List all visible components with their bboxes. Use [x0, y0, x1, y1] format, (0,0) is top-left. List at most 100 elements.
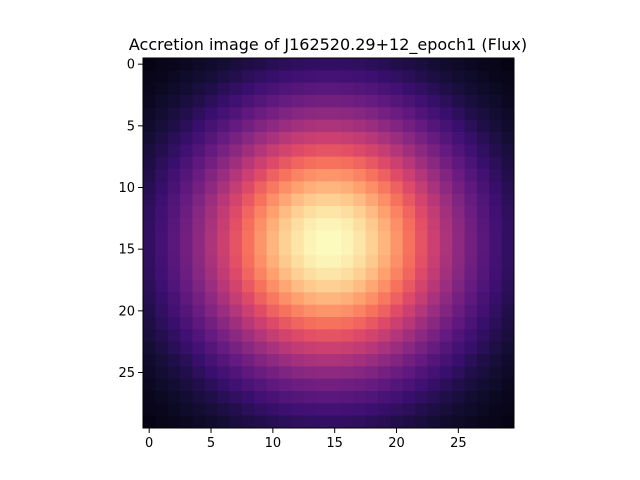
heatmap-cell [402, 144, 416, 158]
heatmap-cell [452, 230, 465, 244]
heatmap-cell [402, 181, 416, 195]
heatmap-cell [415, 193, 428, 207]
heatmap-cell [266, 317, 280, 330]
heatmap-cell [340, 193, 354, 207]
heatmap-cell [439, 181, 453, 195]
heatmap-cell [464, 107, 478, 121]
heatmap-cell [476, 156, 490, 170]
heatmap-cell [229, 403, 243, 417]
heatmap-cell [155, 144, 169, 158]
heatmap-cell [303, 95, 317, 108]
heatmap-cell [316, 119, 329, 133]
heatmap-cell [143, 169, 156, 182]
heatmap-cell [167, 230, 181, 244]
heatmap-cell [489, 329, 503, 343]
heatmap-cell [266, 169, 280, 182]
heatmap-cell [192, 206, 206, 219]
heatmap-cell [415, 206, 428, 219]
heatmap-cell [254, 70, 268, 84]
heatmap-cell [402, 169, 416, 182]
heatmap-cell [390, 329, 404, 343]
heatmap-cell [427, 267, 441, 281]
heatmap-cell [415, 354, 428, 367]
heatmap-cell [316, 255, 329, 269]
heatmap-cell [180, 218, 193, 232]
heatmap-cell [266, 354, 280, 367]
heatmap-cell [501, 366, 515, 380]
heatmap-cell [402, 82, 416, 96]
heatmap-cell [427, 181, 441, 195]
heatmap-cell [340, 218, 354, 232]
heatmap-cell [365, 181, 379, 195]
heatmap-cell [340, 378, 354, 392]
heatmap-cell [303, 378, 317, 392]
heatmap-cell [180, 378, 193, 392]
heatmap-cell [143, 218, 156, 232]
heatmap-cell [291, 107, 305, 121]
heatmap-cell [266, 119, 280, 133]
heatmap-cell [204, 132, 218, 145]
heatmap-cell [402, 354, 416, 367]
heatmap-cell [402, 341, 416, 355]
heatmap-cell [353, 366, 366, 380]
heatmap-cell [279, 95, 292, 108]
heatmap-cell [340, 341, 354, 355]
heatmap-cell [291, 82, 305, 96]
heatmap-cell [340, 107, 354, 121]
heatmap-cell [254, 341, 268, 355]
heatmap-cell [365, 292, 379, 306]
heatmap-cell [155, 304, 169, 318]
heatmap-cell [155, 82, 169, 96]
heatmap-cell [254, 58, 268, 71]
heatmap-cell [489, 193, 503, 207]
heatmap-cell [266, 156, 280, 170]
heatmap-cell [167, 82, 181, 96]
heatmap-cell [501, 255, 515, 269]
heatmap-cell [476, 82, 490, 96]
heatmap-cell [229, 378, 243, 392]
heatmap-cell [427, 95, 441, 108]
heatmap-cell [266, 304, 280, 318]
heatmap-cell [415, 132, 428, 145]
heatmap-cell [427, 206, 441, 219]
heatmap-cell [402, 58, 416, 71]
chart-title: Accretion image of J162520.29+12_epoch1 … [129, 35, 527, 55]
heatmap-cell [340, 403, 354, 417]
heatmap-cell [402, 304, 416, 318]
heatmap-cell [192, 169, 206, 182]
heatmap-cell [279, 156, 292, 170]
heatmap-cell [377, 70, 391, 84]
heatmap-cell [204, 206, 218, 219]
heatmap-cell [217, 181, 230, 195]
heatmap-cell [452, 132, 465, 145]
heatmap-cell [377, 415, 391, 429]
heatmap-cell [427, 354, 441, 367]
heatmap-cell [229, 119, 243, 133]
heatmap-cell [402, 156, 416, 170]
heatmap-cell [241, 255, 255, 269]
heatmap-cell [291, 329, 305, 343]
heatmap-cell [489, 280, 503, 293]
heatmap-cell [180, 206, 193, 219]
heatmap-cell [439, 354, 453, 367]
heatmap-cell [464, 70, 478, 84]
heatmap-cell [501, 230, 515, 244]
heatmap-cell [229, 218, 243, 232]
heatmap-cell [217, 206, 230, 219]
heatmap-cell [501, 132, 515, 145]
heatmap-cell [167, 169, 181, 182]
heatmap-cell [415, 82, 428, 96]
heatmap-cell [340, 354, 354, 367]
heatmap-cell [303, 243, 317, 256]
heatmap-cell [439, 70, 453, 84]
heatmap-cell [452, 403, 465, 417]
heatmap-cell [340, 255, 354, 269]
heatmap-cell [365, 415, 379, 429]
heatmap-cell [155, 329, 169, 343]
heatmap-cell [439, 403, 453, 417]
heatmap-cell [204, 378, 218, 392]
heatmap-cell [390, 119, 404, 133]
heatmap-cell [155, 391, 169, 404]
heatmap-cell [192, 403, 206, 417]
heatmap-cell [180, 181, 193, 195]
